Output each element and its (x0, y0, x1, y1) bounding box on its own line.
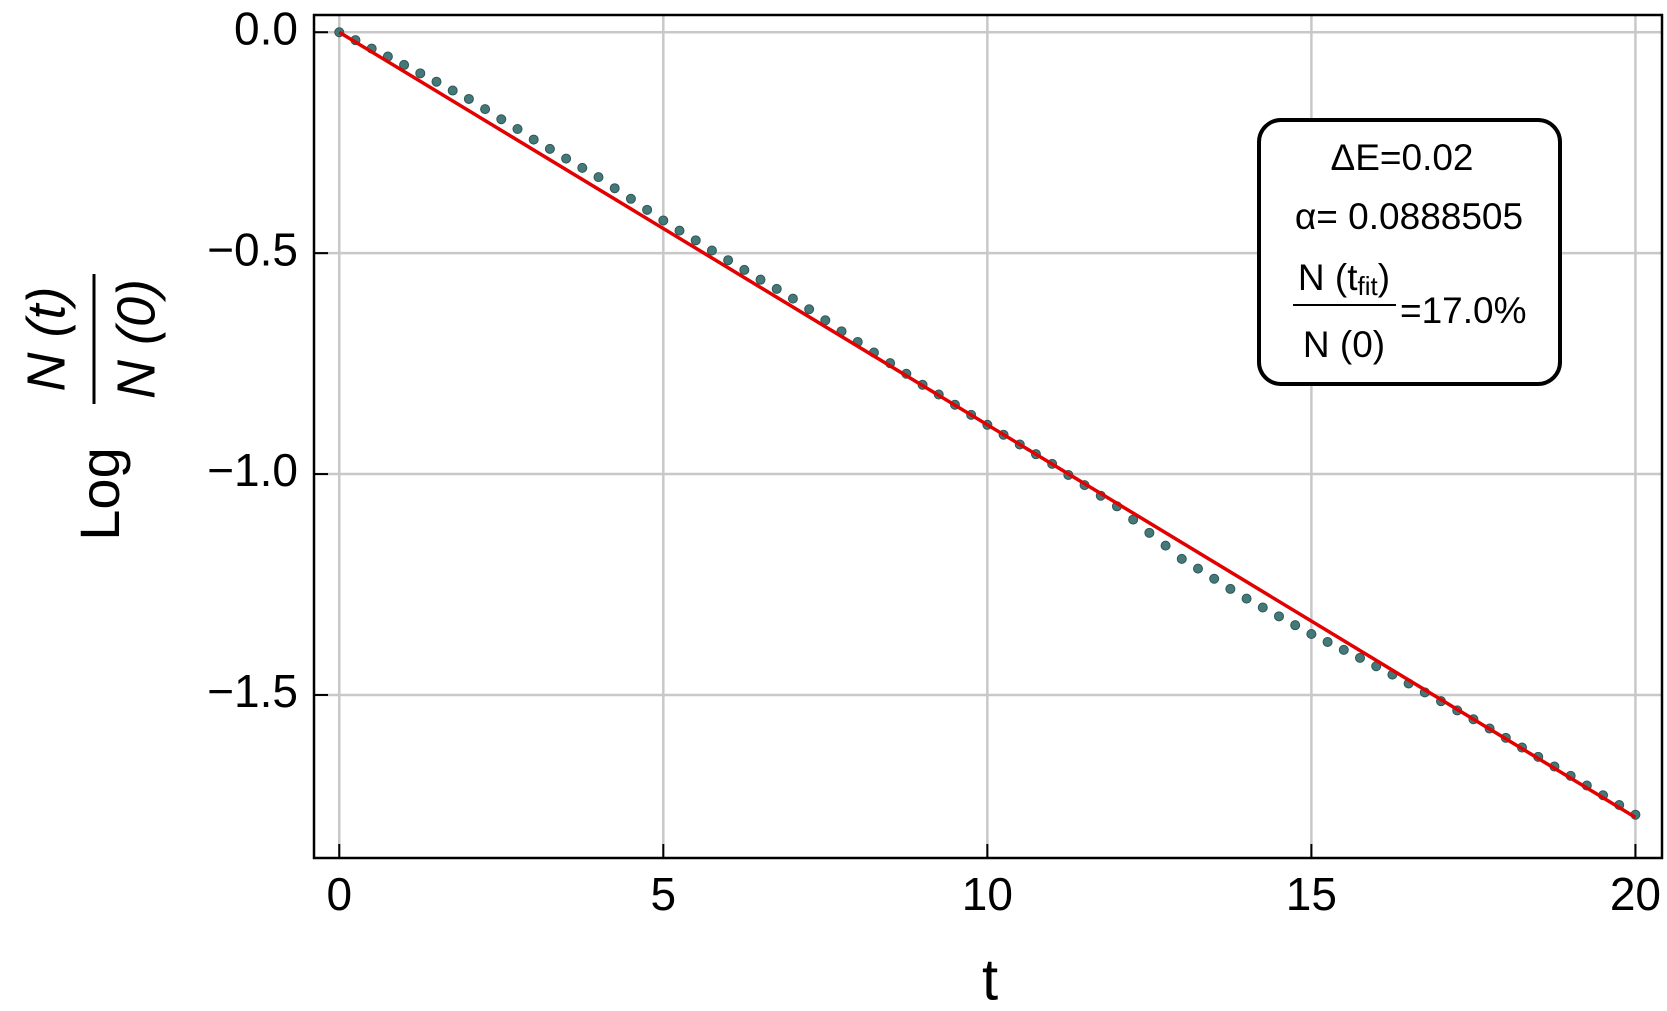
x-tick-label: 10 (962, 868, 1013, 920)
data-point (1322, 636, 1333, 647)
x-tick-label: 5 (651, 868, 677, 920)
data-point (1209, 573, 1220, 584)
data-point (1257, 602, 1268, 613)
marks (334, 27, 1641, 820)
data-point (1160, 540, 1171, 551)
data-point (658, 215, 669, 226)
data-point (787, 293, 798, 304)
data-point (755, 274, 766, 285)
data-point (1354, 652, 1365, 663)
data-point (399, 59, 410, 70)
x-tick-label: 15 (1286, 868, 1337, 920)
data-point (544, 143, 555, 154)
annotation-line: α= 0.0888505 (1295, 196, 1523, 237)
annotation-numerator: N (tfit) (1298, 257, 1390, 301)
data-point (625, 193, 636, 204)
y-tick-label: −1.5 (207, 665, 298, 717)
y-axis-label: Log N (t) N (0) (16, 274, 166, 541)
annotation-denominator: N (0) (1303, 324, 1385, 365)
data-point (1273, 611, 1284, 622)
fit-line (338, 30, 1637, 819)
data-point (512, 123, 523, 134)
data-point (1225, 583, 1236, 594)
data-point (674, 225, 685, 236)
annotation-box: ΔE=0.02 α= 0.0888505 N (tfit) N (0) =17.… (1257, 118, 1562, 386)
data-point (1338, 644, 1349, 655)
y-tick-label: 0.0 (234, 2, 298, 54)
data-point (1144, 527, 1155, 538)
data-point (609, 183, 620, 194)
numerator-sub: fit (1358, 271, 1379, 301)
data-point (739, 264, 750, 275)
data-point (1306, 628, 1317, 639)
data-point (804, 304, 815, 315)
data-point (642, 204, 653, 215)
data-point (690, 235, 701, 246)
data-point (447, 85, 458, 96)
data-point (480, 104, 491, 115)
annotation-value: =17.0% (1400, 290, 1527, 331)
data-point (431, 76, 442, 87)
data-point (1290, 620, 1301, 631)
grid (314, 15, 1662, 858)
data-point (1241, 593, 1252, 604)
y-label-denominator: N (0) (106, 279, 166, 399)
x-tick-label: 0 (326, 868, 352, 920)
numerator-text: N (t (1298, 257, 1358, 298)
ticks: 0 5 10 15 20 0.0 −0.5 −1.0 −1.5 (207, 2, 1661, 920)
x-tick-label: 20 (1610, 868, 1661, 920)
data-point (723, 255, 734, 266)
numerator-end: ) (1378, 257, 1390, 298)
data-point (463, 93, 474, 104)
y-tick-label: −1.0 (207, 444, 298, 496)
x-axis-label: t (982, 947, 998, 1011)
data-point (1176, 553, 1187, 564)
annotation-line: ΔE=0.02 (1330, 137, 1473, 178)
data-point (771, 283, 782, 294)
data-point (706, 245, 717, 256)
annotation-frame (1257, 118, 1562, 386)
data-point (593, 172, 604, 183)
y-label-numerator: N (t) (16, 287, 76, 392)
data-point (1192, 563, 1203, 574)
data-point (561, 153, 572, 164)
data-point (528, 134, 539, 145)
y-label-prefix: Log (68, 447, 131, 540)
data-point (577, 162, 588, 173)
y-tick-label: −0.5 (207, 223, 298, 275)
data-point (415, 68, 426, 79)
data-point (496, 114, 507, 125)
